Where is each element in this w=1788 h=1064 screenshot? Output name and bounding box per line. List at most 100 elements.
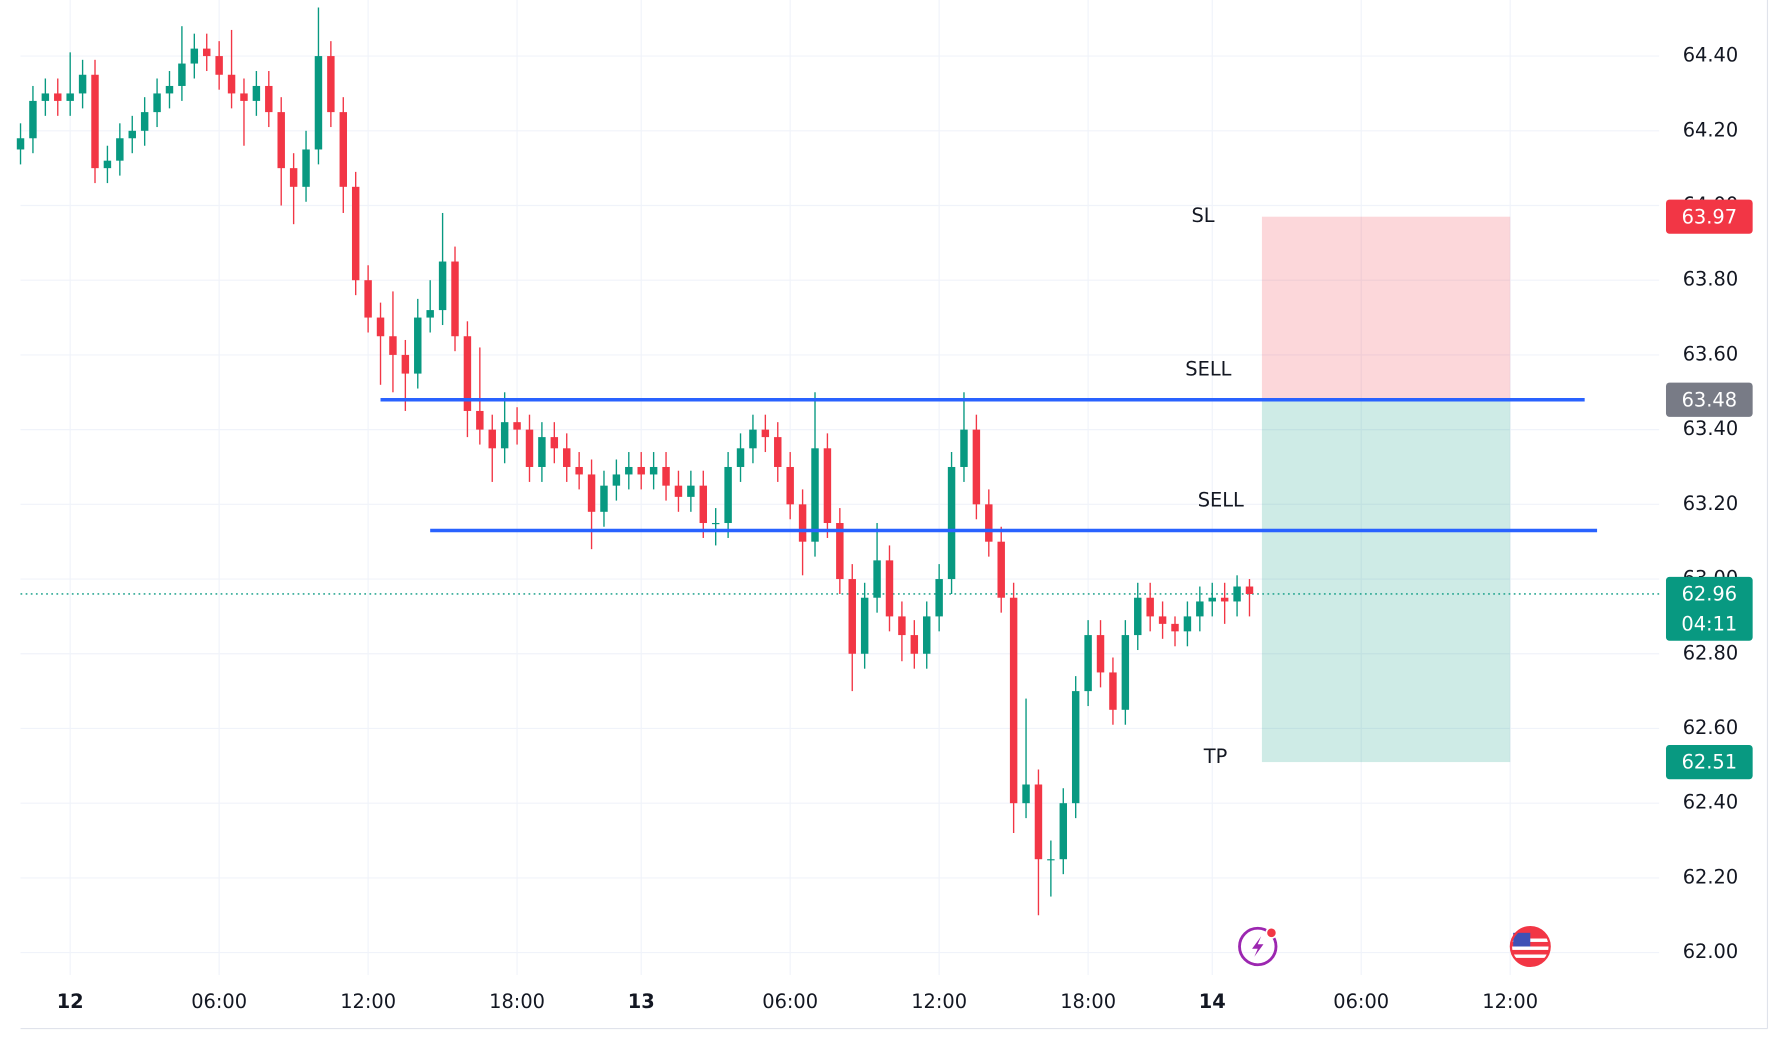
x-tick-label: 18:00 [1060, 990, 1116, 1013]
candle-body [389, 336, 397, 355]
x-tick-label: 13 [628, 990, 655, 1013]
candle-body [314, 56, 323, 150]
candle-body [463, 336, 472, 411]
candle-body [1171, 623, 1179, 632]
candle-body [91, 74, 99, 169]
candle-body [165, 85, 174, 94]
price-badge [1665, 199, 1753, 234]
y-tick-label: 63.20 [1683, 492, 1738, 515]
candle-body [488, 429, 496, 449]
candle-body [625, 466, 633, 475]
grid [20, 0, 1660, 976]
candle-body [1220, 597, 1229, 602]
candle-body [1208, 597, 1216, 602]
y-tick-label: 64.40 [1683, 44, 1738, 67]
candle-body [513, 422, 521, 430]
candle-body [240, 93, 248, 101]
x-tick-label: 12:00 [1482, 990, 1538, 1013]
candle-body [1084, 635, 1092, 692]
candle-body [798, 504, 807, 542]
candle-body [637, 466, 645, 475]
x-tick-label: 18:00 [489, 990, 545, 1013]
candle-body [1047, 859, 1055, 861]
candle-body [351, 186, 360, 281]
plot: SL TP SELL SELL [16, 7, 1660, 916]
us-flag-icon[interactable] [1509, 925, 1551, 968]
stop-label: SL [1191, 204, 1214, 227]
candle-body [649, 466, 658, 475]
candle-body [960, 429, 968, 467]
x-tick-label: 12:00 [340, 990, 396, 1013]
x-tick-label: 12 [57, 990, 84, 1013]
candle-body [736, 448, 745, 467]
x-tick-label: 06:00 [762, 990, 818, 1013]
x-tick-label: 06:00 [1333, 990, 1389, 1013]
candle-body [935, 579, 943, 617]
y-tick-label: 63.60 [1683, 342, 1738, 365]
candle-body [401, 354, 410, 374]
candle-body [786, 466, 794, 505]
x-tick-label: 14 [1199, 990, 1226, 1013]
candle-body [538, 437, 546, 467]
candle-body [600, 485, 608, 512]
candle-body [985, 504, 993, 542]
candle-body [41, 93, 50, 101]
candle-body [1109, 672, 1117, 710]
level-label: SELL [1185, 358, 1231, 381]
candle-body [426, 310, 434, 318]
target-zone [1261, 399, 1511, 763]
candle-body [1146, 597, 1154, 617]
price-badge-label: 62.96 [1682, 583, 1737, 606]
candle-body [674, 485, 683, 497]
price-badge-label: 62.51 [1682, 751, 1737, 774]
y-tick-label: 63.80 [1683, 268, 1738, 291]
candle-body [612, 474, 621, 486]
candle-body [227, 74, 236, 94]
candle-body [761, 429, 770, 438]
candle-body [203, 48, 211, 57]
candle-body [1009, 597, 1018, 804]
candle-body [699, 485, 708, 524]
candle-body [823, 448, 832, 524]
y-tick-label: 63.40 [1683, 417, 1738, 440]
level-label: SELL [1198, 488, 1244, 511]
candle-body [116, 138, 124, 161]
candle-body [277, 112, 285, 169]
candle-body [972, 429, 981, 505]
x-tick-label: 06:00 [191, 990, 247, 1013]
candle-body [923, 616, 931, 654]
y-tick-label: 62.00 [1683, 940, 1738, 963]
flash-icon[interactable] [1238, 926, 1278, 967]
candle-body [178, 63, 186, 86]
price-badge [1665, 382, 1753, 417]
candle-body [54, 93, 62, 101]
candle-body [563, 448, 571, 467]
y-tick-label: 62.40 [1683, 791, 1738, 814]
candle-body [687, 485, 695, 497]
candle-body [1245, 586, 1254, 594]
candle-body [252, 85, 261, 101]
y-tick-label: 62.20 [1683, 865, 1738, 888]
candle-body [525, 429, 534, 467]
candle-body [1096, 635, 1105, 673]
candle-body [997, 541, 1005, 598]
candle-body [1022, 784, 1030, 804]
candle-body [376, 317, 385, 337]
y-tick-label: 62.80 [1683, 641, 1738, 664]
candle-body [1034, 784, 1043, 860]
candle-body [836, 523, 844, 580]
y-tick-label: 64.20 [1683, 118, 1738, 141]
candle-body [414, 317, 422, 374]
stop-zone [1261, 216, 1511, 400]
candle-body [774, 437, 782, 467]
candle-body [550, 437, 559, 449]
candle-body [140, 112, 149, 131]
y-tick-label: 62.60 [1683, 716, 1738, 739]
candle-body [947, 466, 956, 580]
target-label: TP [1203, 745, 1228, 768]
candle-body [153, 93, 161, 113]
candle-body [587, 474, 596, 512]
price-badge-label: 63.97 [1682, 205, 1737, 228]
candle-body [1134, 597, 1142, 636]
candle-body [339, 112, 348, 187]
